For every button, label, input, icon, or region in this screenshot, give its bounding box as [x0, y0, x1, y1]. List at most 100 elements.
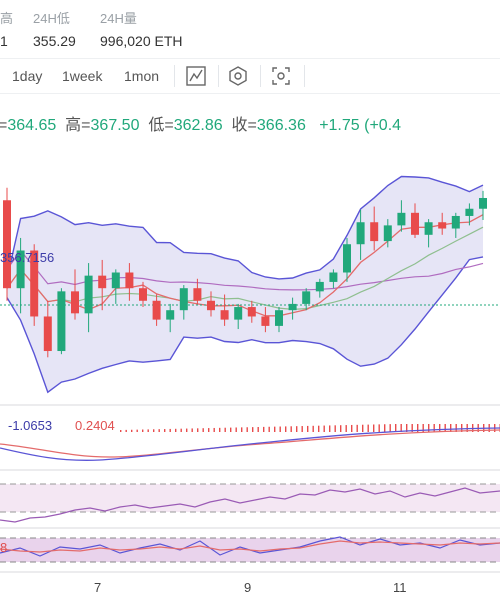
macd-histogram-bar	[461, 424, 463, 432]
candle-body	[71, 291, 79, 314]
interval-1day-button[interactable]: 1day	[12, 68, 43, 84]
bollinger-upper-line	[6, 175, 484, 280]
candle-body	[152, 300, 161, 320]
candle-body	[207, 300, 215, 311]
candle-body	[411, 212, 419, 235]
macd-histogram-bar	[378, 424, 380, 432]
macd-histogram-bar	[125, 429, 127, 432]
x-axis-tick: 7	[94, 580, 102, 595]
candle-body	[193, 288, 202, 301]
bollinger-lower-line	[6, 256, 484, 394]
candle-body	[424, 222, 433, 235]
macd-histogram-bar	[290, 426, 292, 432]
macd-histogram-bar	[202, 428, 204, 432]
x-axis-tick: 9	[244, 580, 252, 595]
candle-body	[98, 275, 107, 289]
macd-histogram-bar	[208, 428, 210, 432]
candle-body	[465, 208, 474, 216]
candle-body	[43, 316, 52, 352]
rsi-value-label: 8	[0, 540, 8, 555]
change-value: +1.75 (+0.4	[319, 117, 402, 134]
macd-histogram-bar	[345, 425, 347, 432]
macd-histogram-bar	[224, 427, 226, 432]
toolbar-divider	[260, 65, 261, 87]
macd-histogram-bar	[164, 429, 166, 432]
candle-body	[220, 310, 229, 320]
open-key: =	[0, 117, 8, 134]
macd-histogram-bar	[395, 424, 397, 432]
macd-histogram-bar	[312, 425, 314, 432]
rsi-line-b	[0, 540, 500, 553]
candle-body	[302, 291, 311, 304]
macd-histogram-bar	[455, 424, 457, 432]
macd-histogram-bar	[406, 424, 408, 432]
macd-histogram-bar	[175, 428, 177, 432]
macd-histogram-bar	[428, 424, 430, 432]
macd-histogram-bar	[252, 427, 254, 432]
macd-histogram-bar	[389, 424, 391, 432]
macd-histogram-bar	[439, 424, 441, 432]
macd-histogram-bar	[356, 424, 358, 432]
macd-histogram-bar	[219, 427, 221, 432]
macd-histogram-bar	[274, 426, 276, 432]
macd-histogram-bar	[147, 429, 149, 432]
x-axis-tick: 11	[393, 580, 407, 595]
macd-histogram-bar	[334, 425, 336, 432]
candle-body	[329, 272, 338, 282]
candle-body	[343, 244, 351, 273]
close-key: 收=	[231, 117, 257, 134]
candle-body	[84, 275, 93, 314]
macd-histogram-bar	[422, 424, 424, 432]
macd-histogram-bar	[279, 426, 281, 432]
macd-histogram-bar	[191, 428, 193, 432]
macd-histogram-bar	[411, 424, 413, 432]
candle-body	[315, 281, 324, 292]
macd-histogram-bar	[197, 428, 199, 432]
macd-histogram-bar	[466, 424, 468, 432]
settings-hex-icon[interactable]	[225, 64, 251, 88]
macd-histogram-bar	[180, 428, 182, 432]
toolbar-divider	[218, 65, 219, 87]
macd-histogram-bar	[307, 425, 309, 432]
macd-histogram-bar	[285, 426, 287, 432]
close-value: 366.36	[256, 117, 306, 134]
macd-histogram-bar	[329, 425, 331, 432]
macd-value-b: 0.2404	[75, 418, 115, 433]
candle-body	[234, 307, 243, 320]
macd-histogram-bar	[268, 426, 270, 432]
candle-body	[383, 225, 392, 242]
candle-body	[438, 222, 447, 229]
header-label-24h-low: 24H低	[33, 11, 70, 26]
macd-histogram-bar	[417, 424, 419, 432]
open-value: 364.65	[7, 117, 57, 134]
macd-histogram-bar	[235, 427, 237, 432]
macd-histogram-bar	[213, 427, 215, 432]
macd-histogram-bar	[230, 427, 232, 432]
macd-histogram-bar	[400, 424, 402, 432]
low-value: 362.86	[173, 117, 223, 134]
header-value-high: 1	[0, 33, 8, 49]
macd-histogram-bar	[263, 426, 265, 432]
candle-body	[139, 288, 147, 301]
macd-histogram-bar	[444, 424, 446, 432]
macd-histogram-bar	[142, 429, 144, 432]
macd-histogram-bar	[301, 426, 303, 432]
candle-body	[451, 215, 460, 229]
interval-1mon-button[interactable]: 1mon	[124, 68, 160, 84]
macd-histogram-bar	[169, 428, 171, 432]
candle-body	[370, 222, 379, 242]
candle-body	[275, 310, 283, 326]
macd-histogram-bar	[241, 427, 243, 432]
macd-histogram-bar	[367, 424, 369, 432]
header-value-24h-low: 355.29	[33, 33, 76, 49]
candle-body	[397, 212, 406, 226]
interval-1week-button[interactable]: 1week	[62, 68, 103, 84]
candle-body	[3, 200, 11, 289]
candle-body	[261, 316, 270, 326]
chart-draw-icon[interactable]	[183, 64, 209, 88]
oscillator-line	[0, 487, 500, 523]
header-label-24h-volume: 24H量	[100, 11, 137, 26]
low-key: 低=	[148, 117, 174, 134]
screenshot-icon[interactable]	[268, 64, 294, 88]
